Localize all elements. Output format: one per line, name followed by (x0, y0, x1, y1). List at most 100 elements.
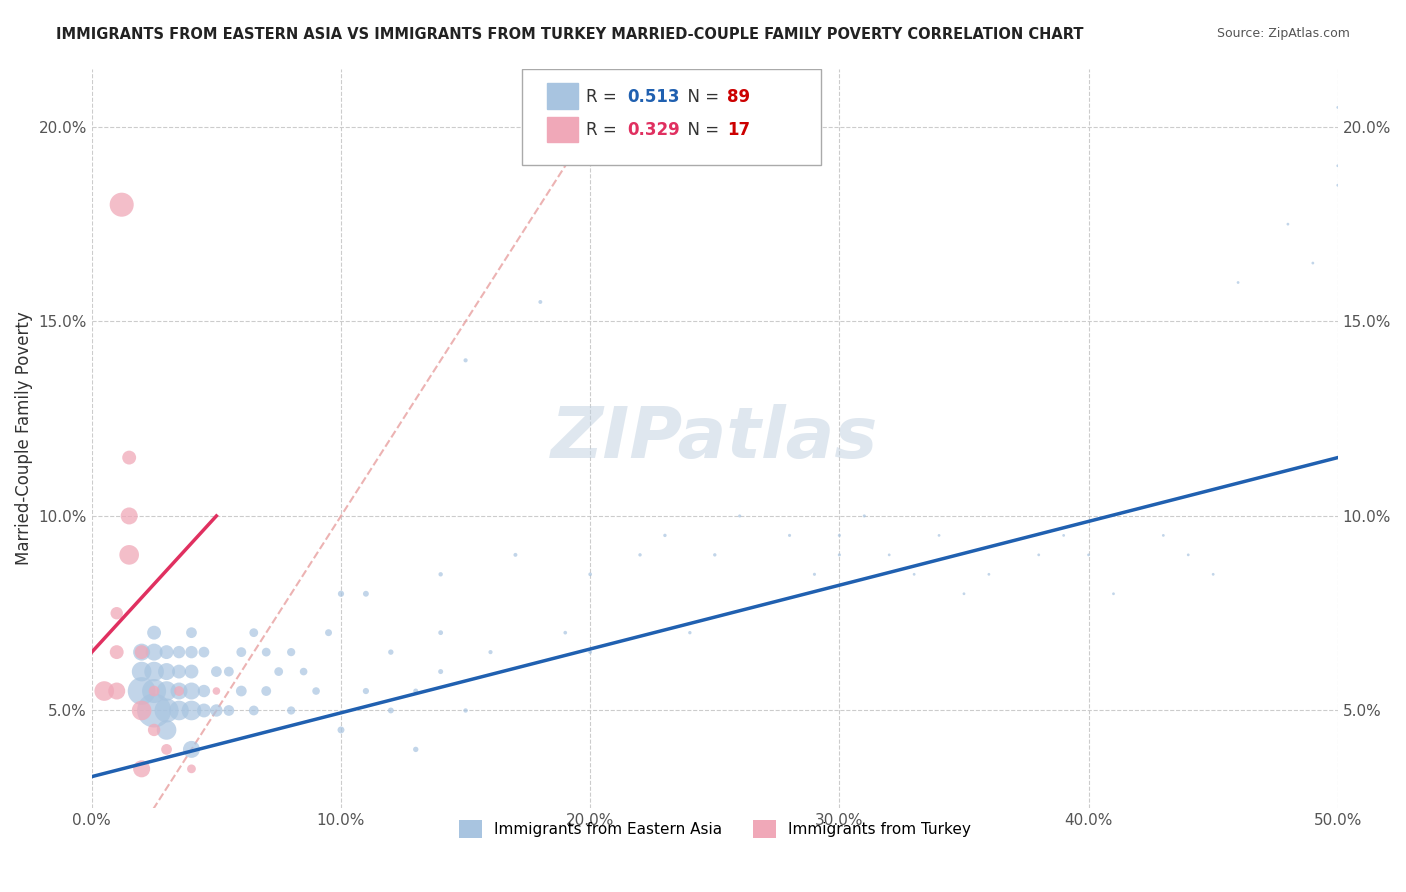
Point (429, 625, 451, 640)
Point (143, 704, 166, 718)
Point (354, 587, 377, 601)
Point (280, 704, 302, 718)
Point (828, 528, 851, 542)
Point (292, 665, 315, 679)
Point (953, 587, 976, 601)
Text: IMMIGRANTS FROM EASTERN ASIA VS IMMIGRANTS FROM TURKEY MARRIED-COUPLE FAMILY POV: IMMIGRANTS FROM EASTERN ASIA VS IMMIGRAN… (56, 27, 1084, 42)
Point (380, 704, 402, 718)
Point (155, 645, 177, 659)
Point (155, 704, 177, 718)
Point (380, 645, 402, 659)
Point (1277, 217, 1299, 231)
Text: 17: 17 (727, 121, 751, 139)
Point (143, 723, 166, 737)
Point (205, 704, 228, 718)
Point (143, 645, 166, 659)
Point (193, 704, 215, 718)
Y-axis label: Married-Couple Family Poverty: Married-Couple Family Poverty (15, 311, 32, 565)
Point (105, 606, 128, 620)
Point (231, 684, 253, 698)
Point (928, 528, 950, 542)
Point (505, 548, 527, 562)
Point (1326, 159, 1348, 173)
Point (354, 684, 377, 698)
Point (628, 548, 651, 562)
Point (254, 684, 277, 698)
Point (454, 353, 477, 368)
Text: R =: R = (586, 87, 623, 105)
Text: R =: R = (586, 121, 623, 139)
Point (242, 625, 264, 640)
Point (93, 684, 115, 698)
Point (1152, 528, 1174, 542)
Point (405, 742, 427, 756)
Point (330, 587, 353, 601)
Point (143, 625, 166, 640)
Point (105, 645, 128, 659)
Point (579, 567, 602, 582)
Point (193, 645, 215, 659)
Point (529, 295, 551, 310)
Point (877, 548, 900, 562)
Bar (547, 83, 578, 109)
Point (579, 645, 602, 659)
Point (654, 528, 676, 542)
Point (1227, 276, 1250, 290)
Point (554, 625, 576, 640)
Point (180, 704, 202, 718)
Point (1302, 256, 1324, 270)
Point (1028, 548, 1050, 562)
Text: N =: N = (678, 121, 724, 139)
Point (1202, 567, 1225, 582)
Legend: Immigrants from Eastern Asia, Immigrants from Turkey: Immigrants from Eastern Asia, Immigrants… (453, 814, 977, 845)
Point (703, 548, 725, 562)
FancyBboxPatch shape (522, 69, 821, 165)
Point (405, 684, 427, 698)
Point (330, 723, 353, 737)
Point (1177, 548, 1199, 562)
Point (429, 665, 451, 679)
Point (180, 684, 202, 698)
Point (118, 450, 141, 465)
Point (218, 665, 240, 679)
Point (242, 704, 264, 718)
Point (318, 625, 340, 640)
Point (193, 684, 215, 698)
Point (155, 723, 177, 737)
Point (305, 684, 328, 698)
Point (205, 684, 228, 698)
Point (155, 684, 177, 698)
Point (903, 567, 925, 582)
Point (167, 645, 190, 659)
Point (167, 665, 190, 679)
Point (1326, 178, 1348, 193)
Point (143, 665, 166, 679)
Point (131, 645, 153, 659)
Point (131, 665, 153, 679)
Text: 89: 89 (727, 87, 751, 105)
Point (131, 762, 153, 776)
Point (180, 762, 202, 776)
Point (479, 645, 502, 659)
Point (280, 645, 302, 659)
Point (131, 684, 153, 698)
Point (111, 197, 134, 211)
Point (679, 625, 702, 640)
Point (1102, 587, 1125, 601)
Point (118, 548, 141, 562)
Point (167, 684, 190, 698)
Bar (547, 117, 578, 143)
Point (728, 508, 751, 523)
Point (180, 625, 202, 640)
Text: Source: ZipAtlas.com: Source: ZipAtlas.com (1216, 27, 1350, 40)
Point (155, 742, 177, 756)
Point (167, 704, 190, 718)
Point (1077, 548, 1099, 562)
Point (105, 684, 128, 698)
Point (180, 742, 202, 756)
Point (1326, 100, 1348, 114)
Point (429, 567, 451, 582)
Point (454, 704, 477, 718)
Point (180, 645, 202, 659)
Point (267, 665, 290, 679)
